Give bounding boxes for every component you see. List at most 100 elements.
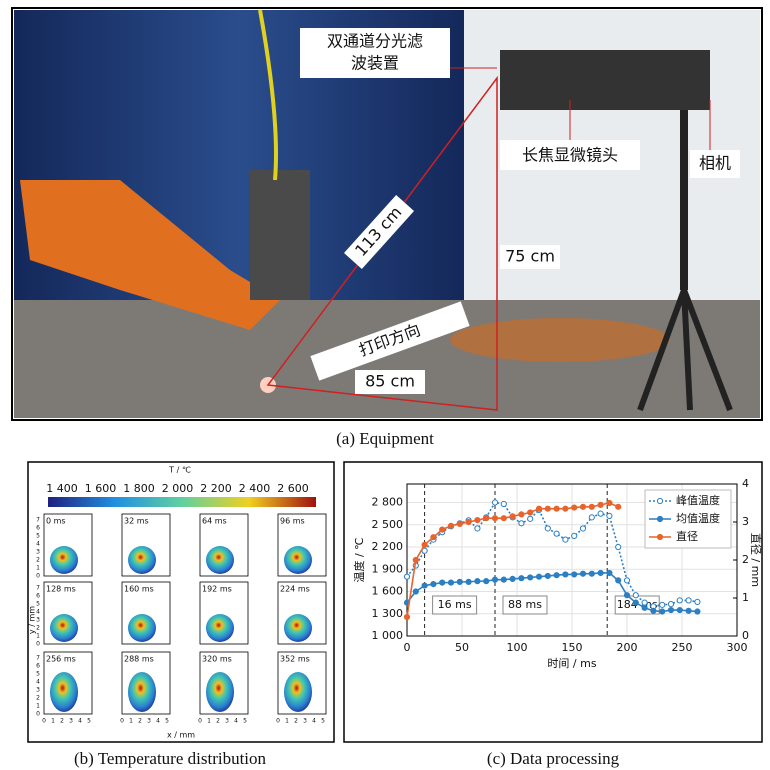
data-point [554, 573, 559, 578]
y-tick-label: 1 [36, 703, 40, 710]
x-tick-label: 4 [156, 718, 160, 725]
data-point [616, 544, 621, 549]
data-point [466, 579, 471, 584]
data-point [440, 527, 445, 532]
data-point [554, 531, 559, 536]
data-point [501, 577, 506, 582]
temperature-field [206, 672, 234, 712]
data-point [660, 609, 665, 614]
data-point [580, 504, 585, 509]
x-axis-label: x / mm [167, 731, 195, 740]
data-point [580, 526, 585, 531]
data-point [510, 514, 515, 519]
y-tick-label: 4 [36, 679, 40, 686]
y-tick-label: 7 [36, 655, 40, 662]
data-point [404, 574, 409, 579]
colorbar-tick-label: 1 800 [123, 482, 155, 495]
data-point [448, 523, 453, 528]
x-tick-label: 250 [672, 641, 693, 654]
data-point [510, 576, 515, 581]
y-tick-label: 2 500 [372, 518, 404, 531]
data-point [624, 578, 629, 583]
time-label: 256 ms [46, 655, 76, 664]
data-point [519, 576, 524, 581]
data-point [598, 511, 603, 516]
data-point [528, 510, 533, 515]
legend-marker [657, 534, 662, 539]
time-label: 320 ms [202, 655, 232, 664]
time-label: 32 ms [124, 517, 149, 526]
x-tick-label: 200 [617, 641, 638, 654]
colorbar-tick-label: 1 600 [85, 482, 117, 495]
data-point [492, 516, 497, 521]
y-tick-label: 5 [36, 601, 40, 608]
data-point [686, 608, 691, 613]
data-point [545, 573, 550, 578]
data-point [413, 589, 418, 594]
time-label: 224 ms [280, 585, 310, 594]
x-tick-label: 4 [234, 718, 238, 725]
caption: (c) Data processing [487, 749, 620, 768]
x-tick-label: 2 [138, 718, 142, 725]
x-tick-label: 5 [321, 718, 325, 725]
data-point [589, 515, 594, 520]
y-tick-label: 1 900 [372, 562, 404, 575]
x-tick-label: 5 [165, 718, 169, 725]
temperature-field [284, 546, 312, 574]
data-point [607, 500, 612, 505]
data-point [501, 516, 506, 521]
data-point [616, 578, 621, 583]
time-label: 64 ms [202, 517, 227, 526]
data-point [536, 574, 541, 579]
x-tick-label: 300 [727, 641, 748, 654]
y-tick-label: 2 [36, 625, 40, 632]
data-point [589, 571, 594, 576]
data-point [668, 602, 673, 607]
y-tick-label: 7 [36, 517, 40, 524]
y-tick-label: 3 [36, 617, 40, 624]
y-tick-label: 4 [36, 541, 40, 548]
caption: (b) Temperature distribution [74, 749, 267, 768]
data-point [545, 506, 550, 511]
time-label: 160 ms [124, 585, 154, 594]
y-tick-label: 7 [36, 585, 40, 592]
data-point [431, 535, 436, 540]
line-chart: 0501001502002503001 0001 3001 6001 9002 … [352, 477, 763, 670]
data-point [563, 572, 568, 577]
y-tick-label: 1 [36, 565, 40, 572]
legend-label: 直径 [676, 529, 698, 543]
temperature-field [50, 614, 78, 642]
data-point [572, 572, 577, 577]
legend-label: 均值温度 [676, 511, 720, 525]
y-tick-label: 1 000 [372, 629, 404, 642]
y-tick-label: 5 [36, 671, 40, 678]
data-point [475, 518, 480, 523]
time-label: 0 ms [46, 517, 66, 526]
y-tick-label: 3 [36, 549, 40, 556]
x-tick-label: 5 [243, 718, 247, 725]
colorbar-tick-label: 2 600 [277, 482, 309, 495]
colorbar-tick-label: 1 400 [46, 482, 78, 495]
data-point [484, 579, 489, 584]
data-point [633, 593, 638, 598]
y-tick-label: 2 [36, 695, 40, 702]
temperature-field [50, 546, 78, 574]
data-point [677, 607, 682, 612]
data-point [484, 516, 489, 521]
x-tick-label: 5 [87, 718, 91, 725]
y-tick-label: 2 800 [372, 496, 404, 509]
data-point [475, 526, 480, 531]
legend-marker [657, 516, 662, 521]
x-tick-label: 0 [120, 718, 124, 725]
x-tick-label: 2 [216, 718, 220, 725]
x-tick-label: 3 [147, 718, 151, 725]
temperature-field [128, 546, 156, 574]
y2-tick-label: 4 [742, 477, 749, 490]
x-tick-label: 1 [285, 718, 289, 725]
colorbar-tick-label: 2 200 [200, 482, 232, 495]
data-point [642, 600, 647, 605]
x-tick-label: 50 [455, 641, 469, 654]
y2-axis-label: 直径 / mm [749, 533, 763, 587]
time-label: 192 ms [202, 585, 232, 594]
y2-tick-label: 3 [742, 515, 749, 528]
